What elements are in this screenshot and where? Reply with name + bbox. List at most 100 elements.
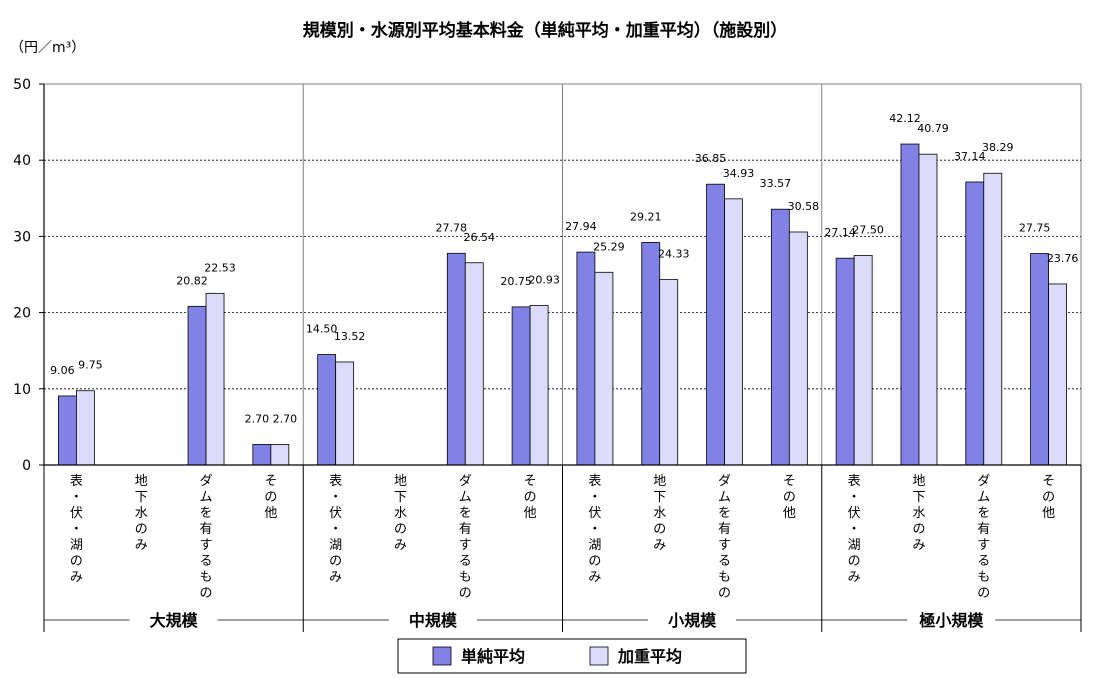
legend-swatch-weighted bbox=[589, 646, 609, 666]
y-tick-label: 0 bbox=[22, 458, 31, 474]
category-label-char: ・ bbox=[70, 490, 83, 505]
group-label-bg bbox=[129, 610, 218, 630]
bar-simple bbox=[252, 444, 272, 466]
category-label-char: 水 bbox=[912, 506, 925, 521]
data-label: 38.29 bbox=[982, 141, 1014, 154]
category-label-char: 湖 bbox=[70, 538, 83, 553]
bar-simple bbox=[187, 305, 207, 466]
category-label-char: の bbox=[912, 522, 925, 537]
data-label: 24.33 bbox=[658, 248, 690, 261]
y-axis: 0 10 20 30 40 50 bbox=[13, 77, 45, 474]
category-label-char: 下 bbox=[653, 490, 666, 505]
category-label-char: 伏 bbox=[588, 506, 601, 521]
category-label-char: 水 bbox=[653, 506, 666, 521]
category-label-char: 他 bbox=[1042, 506, 1055, 521]
y-tick-label: 50 bbox=[13, 77, 31, 93]
bar-weighted bbox=[853, 255, 873, 466]
category-label-char: も bbox=[718, 570, 731, 585]
bar-simple bbox=[770, 208, 790, 466]
category-label-char: す bbox=[200, 538, 213, 553]
category-label-char: を bbox=[200, 506, 213, 521]
category-label-char: も bbox=[977, 570, 990, 585]
category-label-char: ・ bbox=[329, 522, 342, 537]
category-label-char: ・ bbox=[588, 522, 601, 537]
data-label: 27.75 bbox=[1019, 222, 1051, 235]
category-label-char: 下 bbox=[135, 490, 148, 505]
category-label-char: 湖 bbox=[588, 538, 601, 553]
group-label: 中規模 bbox=[409, 611, 458, 630]
category-label-char: の bbox=[394, 522, 407, 537]
category-label-char: 地 bbox=[653, 474, 666, 489]
category-label-char: そ bbox=[524, 474, 537, 489]
y-tick-label: 30 bbox=[13, 229, 31, 245]
bar-weighted bbox=[464, 262, 484, 466]
category-label-char: 水 bbox=[135, 506, 148, 521]
data-label: 9.75 bbox=[78, 359, 103, 372]
category-label-char: 水 bbox=[394, 506, 407, 521]
y-tick-label: 10 bbox=[13, 382, 31, 398]
chart-title: 規模別・水源別平均基本料金（単純平均・加重平均）（施設別） bbox=[303, 20, 788, 41]
category-label-char: ダ bbox=[718, 474, 731, 489]
category-label-char: 下 bbox=[394, 490, 407, 505]
category-label-char: の bbox=[848, 554, 861, 569]
bar-simple bbox=[641, 242, 661, 466]
category-label-char: す bbox=[718, 538, 731, 553]
category-label-char: ム bbox=[718, 490, 731, 505]
bar-weighted bbox=[594, 271, 614, 466]
legend-box bbox=[397, 638, 747, 674]
bar-simple bbox=[900, 143, 920, 466]
bar-weighted bbox=[205, 292, 225, 466]
category-label-char: の bbox=[135, 522, 148, 537]
category-label-char: も bbox=[459, 570, 472, 585]
data-label: 20.93 bbox=[528, 274, 560, 287]
category-label-char: 伏 bbox=[329, 506, 342, 521]
category-label-char: み bbox=[848, 570, 861, 585]
bar-weighted bbox=[918, 153, 938, 466]
category-label-char: ム bbox=[200, 490, 213, 505]
category-label-char: 他 bbox=[264, 506, 277, 521]
group-label-bg bbox=[388, 610, 477, 630]
category-label-char: の bbox=[977, 586, 990, 601]
category-label-char: も bbox=[200, 570, 213, 585]
bar-simple bbox=[446, 252, 466, 466]
category-label-char: そ bbox=[264, 474, 277, 489]
data-label: 27.50 bbox=[852, 223, 884, 236]
category-label-char: み bbox=[394, 538, 407, 553]
category-label-char: を bbox=[718, 506, 731, 521]
group-label: 大規模 bbox=[150, 611, 199, 630]
bar-simple bbox=[511, 306, 531, 466]
category-label-char: を bbox=[459, 506, 472, 521]
bar-weighted bbox=[335, 361, 355, 466]
category-label-char: 湖 bbox=[329, 538, 342, 553]
data-label: 2.70 bbox=[245, 412, 270, 425]
category-label-char: 地 bbox=[912, 474, 925, 489]
x-axis: 表・伏・湖のみ表・伏・湖のみ地下水のみ地下水のみダムを有するものダムを有するもの… bbox=[43, 464, 1082, 632]
category-label-char: ダ bbox=[459, 474, 472, 489]
legend-label: 単純平均 bbox=[461, 647, 525, 666]
data-label: 9.06 bbox=[50, 364, 75, 377]
y-unit-label: （円／m³） bbox=[10, 40, 85, 56]
category-label-char: 湖 bbox=[848, 538, 861, 553]
data-label: 25.29 bbox=[593, 240, 625, 253]
data-label: 29.21 bbox=[630, 210, 662, 223]
data-label: 36.85 bbox=[695, 152, 727, 165]
category-label-char: の bbox=[329, 554, 342, 569]
data-label: 34.93 bbox=[723, 167, 755, 180]
category-label-char: る bbox=[718, 554, 731, 569]
category-label-char: 有 bbox=[977, 522, 990, 537]
category-label-char: の bbox=[70, 554, 83, 569]
bar-weighted bbox=[270, 444, 290, 466]
category-label-char: ・ bbox=[329, 490, 342, 505]
category-label-char: ダ bbox=[200, 474, 213, 489]
category-label-char: 他 bbox=[783, 506, 796, 521]
category-label-char: る bbox=[977, 554, 990, 569]
category-label-char: る bbox=[200, 554, 213, 569]
category-label-char: の bbox=[524, 490, 537, 505]
category-label-char: 表 bbox=[588, 474, 601, 489]
bar-weighted bbox=[659, 279, 679, 466]
category-label-char: 下 bbox=[912, 490, 925, 505]
category-label-char: 他 bbox=[524, 506, 537, 521]
bar-simple bbox=[317, 354, 337, 466]
